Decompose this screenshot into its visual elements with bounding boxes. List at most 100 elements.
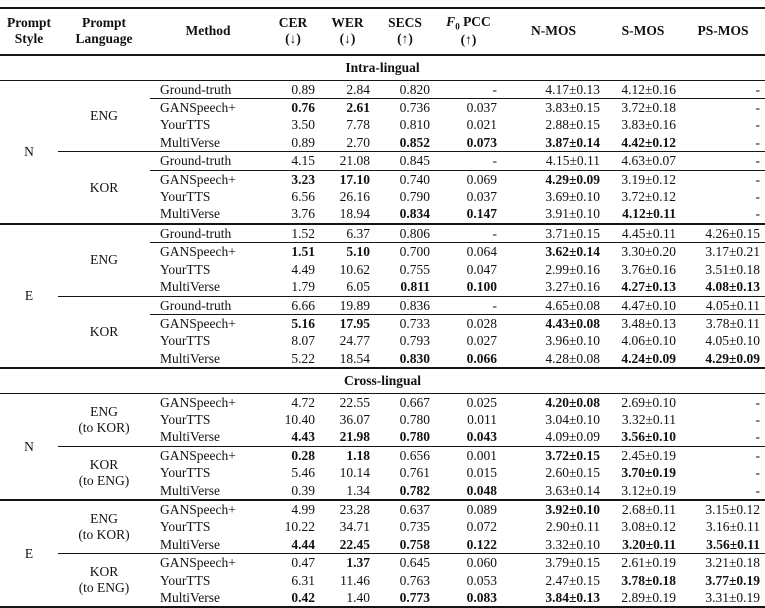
- cell-value: 2.61: [346, 100, 370, 116]
- cell-value: 0.645: [399, 555, 430, 571]
- cell-value: 0.072: [466, 519, 497, 535]
- cell-value: 6.66: [266, 296, 320, 315]
- cell-method: GANSpeech+: [160, 501, 236, 517]
- cell-value: -: [681, 428, 765, 447]
- table-row: YourTTS 10.40 36.07 0.780 0.011 3.04±0.10 3.32…: [0, 411, 765, 428]
- cell-value: -: [755, 394, 761, 410]
- cell-value: 1.37: [346, 555, 370, 571]
- cell-value: 4.12±0.11: [605, 205, 681, 225]
- cell-value: -: [435, 223, 502, 244]
- cell-value: 0.043: [435, 428, 502, 447]
- cell-value: -: [755, 189, 761, 205]
- cell-prompt-style: E: [24, 288, 34, 304]
- cell-value: 5.22: [291, 350, 315, 366]
- cell-value: 3.83±0.15: [545, 100, 600, 116]
- cell-value: 0.42: [291, 590, 315, 605]
- cell-value: 5.10: [346, 244, 370, 260]
- table-row: MultiVerse 4.44 22.45 0.758 0.122 3.32±0.10 3.…: [0, 535, 765, 555]
- cell-value: 4.26±0.15: [681, 223, 765, 244]
- cell-value: 0.064: [466, 244, 497, 260]
- cell-value: 0.015: [466, 465, 497, 481]
- cell-value: 4.45±0.11: [605, 223, 681, 244]
- cell-value: 0.021: [466, 117, 497, 133]
- cell-value: 3.20±0.11: [605, 535, 681, 555]
- cell-value: 1.79: [266, 278, 320, 297]
- table-row: N ENG Ground-truth 0.89 2.84 0.820-4.17±0.13 4…: [0, 80, 765, 225]
- cell-value: 0.761: [399, 465, 430, 481]
- cell-value: 0.852: [375, 133, 435, 153]
- cell-value: 3.96±0.10: [545, 333, 600, 349]
- cell-method: MultiVerse: [160, 350, 220, 366]
- cell-value: 0.089: [466, 501, 497, 517]
- cell-value: 3.31±0.19: [705, 590, 760, 605]
- results-table: Prompt Style Prompt Language Method CER (↓) WER…: [0, 7, 765, 608]
- table-row: YourTTS 4.49 10.62 0.755 0.047 2.99±0.16 3.76±…: [0, 261, 765, 278]
- column-header-wer: WER (↓): [320, 8, 375, 57]
- cell-value: 4.29±0.09: [545, 171, 600, 187]
- cell-value: -: [755, 447, 761, 463]
- cell-value: 22.45: [320, 535, 375, 555]
- cell-value: 18.94: [320, 205, 375, 225]
- cell-value: 0.845: [375, 151, 435, 171]
- header-row: Prompt Style Prompt Language Method CER (↓) WER…: [0, 8, 765, 57]
- cell-value: -: [755, 171, 761, 187]
- cell-value: 3.78±0.11: [705, 315, 760, 331]
- cell-value: 3.56±0.10: [605, 428, 681, 447]
- cell-value: 4.65±0.08: [502, 296, 605, 315]
- table-row: YourTTS 8.07 24.77 0.793 0.027 3.96±0.10 4.06±…: [0, 332, 765, 349]
- cell-value: 3.17±0.21: [705, 244, 760, 260]
- cell-value: 0.782: [375, 481, 435, 501]
- cell-value: 10.40: [284, 411, 315, 427]
- cell-value: 3.48±0.13: [621, 315, 676, 331]
- cell-value: 0.048: [435, 481, 502, 501]
- section-title-row: Cross-lingual: [0, 367, 765, 394]
- cell-value: 3.19±0.12: [621, 171, 676, 187]
- cell-value: 5.46: [291, 465, 315, 481]
- column-header-method: Method: [150, 8, 266, 57]
- cell-prompt-style: N: [0, 393, 58, 501]
- cell-value: 2.69±0.10: [621, 394, 676, 410]
- cell-value: 2.70: [320, 133, 375, 153]
- cell-method: MultiVerse: [150, 535, 266, 555]
- table-row: MultiVerse 0.39 1.34 0.782 0.048 3.63±0.14 3.1…: [0, 481, 765, 501]
- cell-value: 0.060: [466, 555, 497, 571]
- column-header-cer: CER (↓): [266, 8, 320, 57]
- cell-value: 4.72: [291, 394, 315, 410]
- cell-value: 3.12±0.19: [605, 481, 681, 501]
- cell-method: GANSpeech+: [160, 171, 236, 187]
- cell-method: MultiVerse: [150, 133, 266, 153]
- cell-value: 0.836: [375, 296, 435, 315]
- cell-value: 6.31: [291, 572, 315, 588]
- cell-value: 1.52: [266, 223, 320, 244]
- cell-value: 26.16: [339, 189, 370, 205]
- table-row: MultiVerse 5.22 18.54 0.830 0.066 4.28±0.08 4.…: [0, 350, 765, 368]
- cell-method: MultiVerse: [150, 205, 266, 225]
- cell-value: 0.773: [399, 590, 430, 605]
- cell-value: 3.16±0.11: [705, 519, 760, 535]
- cell-value: -: [681, 80, 765, 100]
- cell-value: -: [681, 481, 765, 501]
- cell-value: 4.99: [291, 501, 315, 517]
- section-title: Cross-lingual: [0, 367, 765, 394]
- cell-value: -: [755, 100, 761, 116]
- section-title-row: Intra-lingual: [0, 54, 765, 81]
- cell-method: GANSpeech+: [160, 394, 236, 410]
- cell-value: 3.56±0.11: [681, 535, 765, 555]
- cell-value: 0.806: [375, 223, 435, 244]
- cell-value: 0.740: [399, 171, 430, 187]
- cell-method: YourTTS: [160, 572, 211, 588]
- cell-method: Ground-truth: [150, 151, 266, 171]
- cell-value: 0.100: [435, 278, 502, 297]
- cell-method: MultiVerse: [150, 278, 266, 297]
- cell-value: 21.98: [320, 428, 375, 447]
- cell-value: 0.780: [399, 411, 430, 427]
- table-row: E ENG (to KOR) GANSpeech+ 4.99 23.28 0.637 0.08…: [0, 499, 765, 561]
- column-header-style: Prompt Style: [0, 8, 58, 57]
- table-row: E ENG Ground-truth 1.52 6.37 0.806-3.71±0.15 4…: [0, 223, 765, 303]
- cell-value: 17.10: [339, 171, 370, 187]
- cell-value: 0.76: [291, 100, 315, 116]
- table-row: KOR Ground-truth 6.66 19.89 0.836-4.65±0.08 4…: [0, 296, 765, 339]
- cell-method: GANSpeech+: [160, 447, 236, 463]
- cell-value: 4.42±0.12: [605, 133, 681, 153]
